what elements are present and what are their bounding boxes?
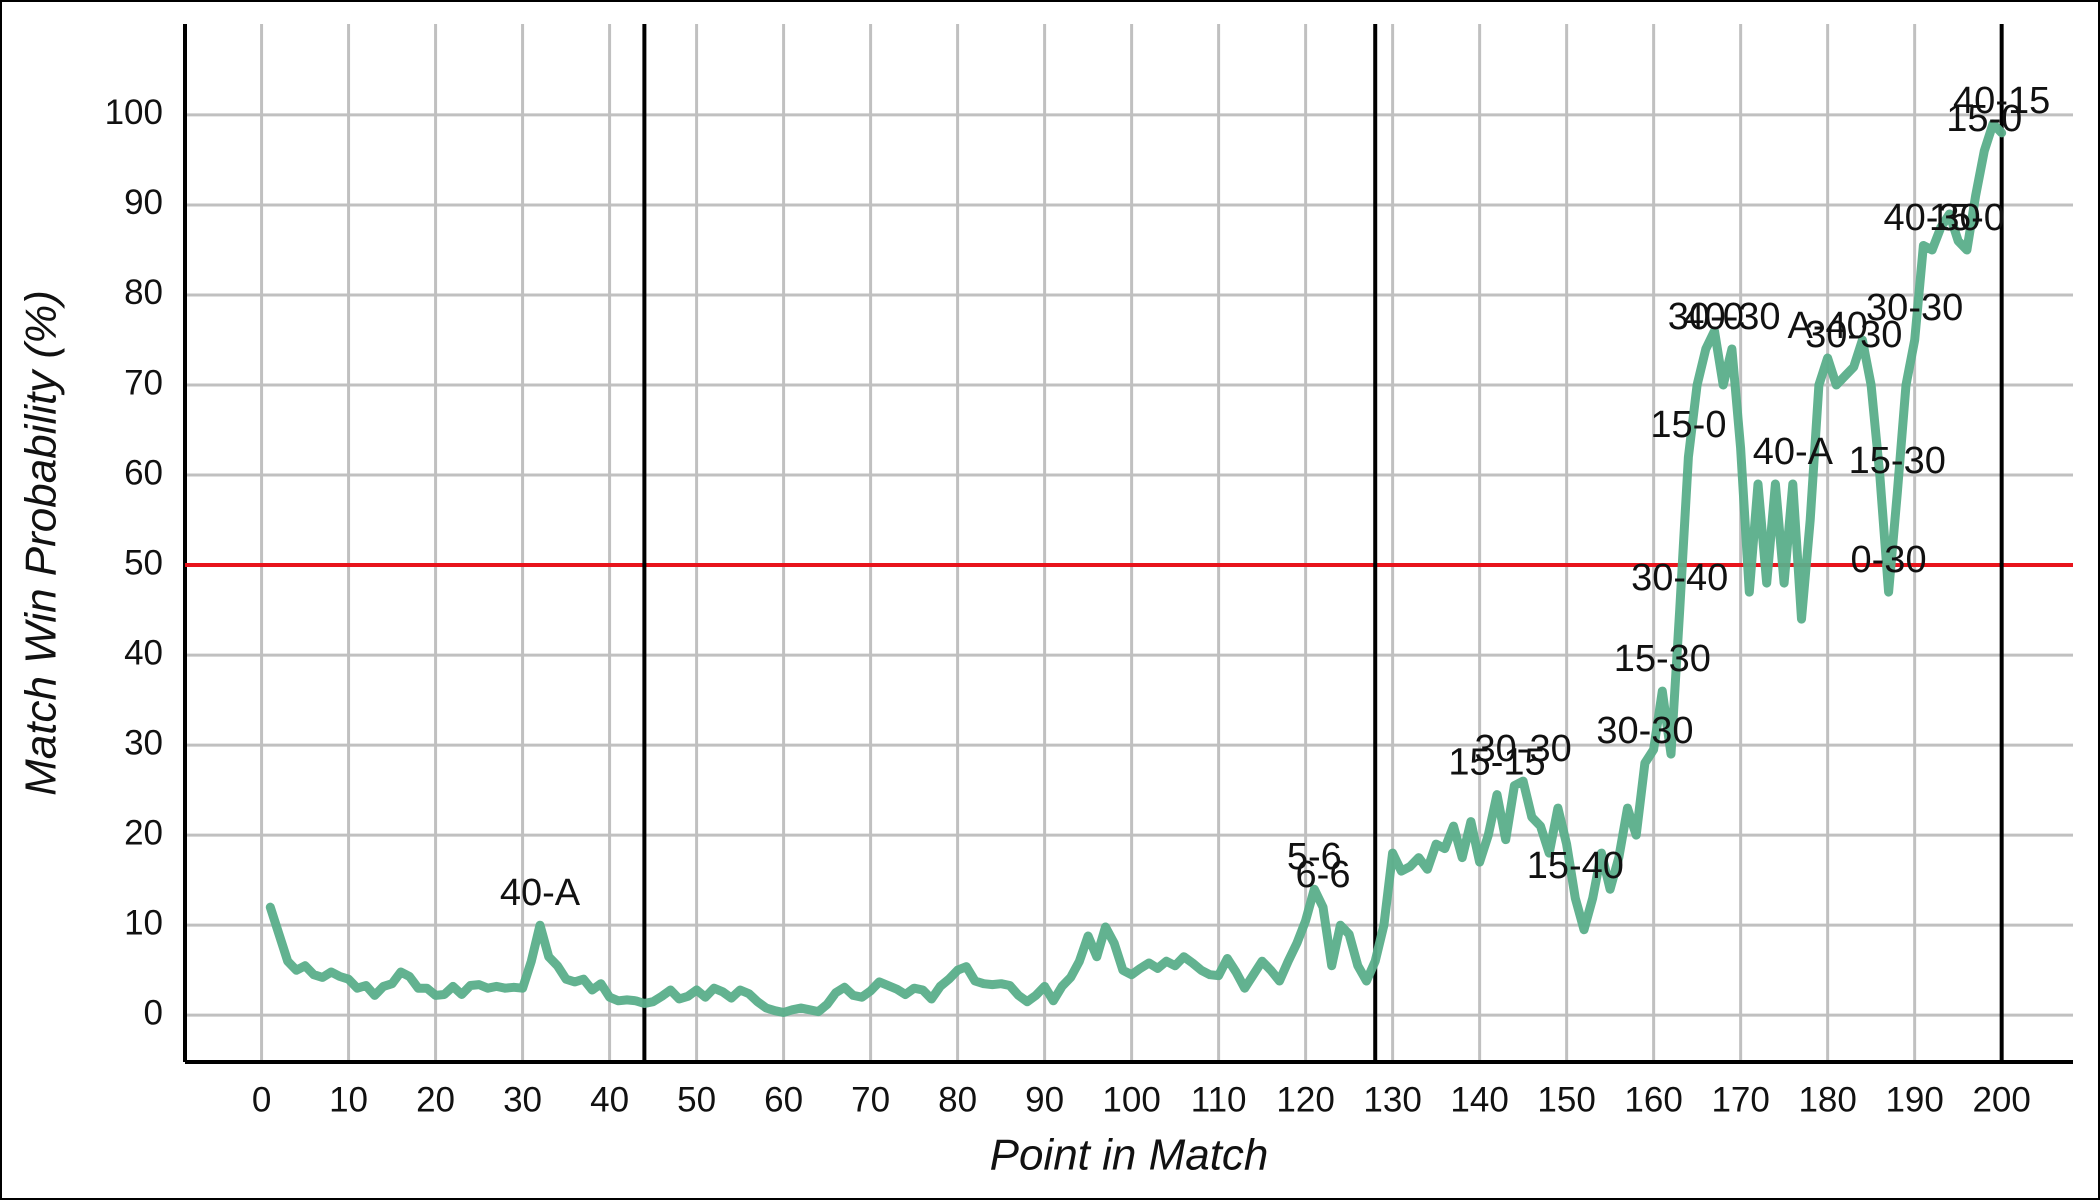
score-annotation: 30-0 [1668, 296, 1744, 338]
score-annotation: 15-30 [1849, 440, 1946, 482]
x-tick-label: 140 [1450, 1080, 1508, 1119]
marks: 40-A5-66-615-1530-3015-4030-3015-3030-40… [185, 24, 2073, 1062]
y-tick-label: 40 [124, 633, 163, 672]
y-tick-label: 80 [124, 273, 163, 312]
y-tick-label: 10 [124, 903, 163, 942]
score-annotation: 30-30 [1805, 314, 1902, 356]
score-annotation: 15-0 [1929, 197, 2005, 239]
y-tick-label: 90 [124, 183, 163, 222]
x-tick-label: 20 [416, 1080, 455, 1119]
x-tick-label: 200 [1972, 1080, 2030, 1119]
x-tick-label: 70 [851, 1080, 890, 1119]
score-annotation: 30-30 [1866, 287, 1963, 329]
x-tick-label: 170 [1711, 1080, 1769, 1119]
grid: 0 10 20 30 40 50 60 70 80 90 100 110 120 130 140 150 160… [105, 24, 2073, 1119]
y-axis-title: Match Win Probability (%) [17, 290, 66, 796]
x-tick-label: 130 [1363, 1080, 1421, 1119]
score-annotation: 15-15 [1448, 742, 1545, 784]
score-annotation: 40-30 [1883, 197, 1980, 239]
x-tick-label: 30 [503, 1080, 542, 1119]
score-annotation: 5-6 [1287, 836, 1342, 878]
y-tick-label: 50 [124, 543, 163, 582]
score-annotation: 6-6 [1296, 854, 1351, 896]
x-tick-label: 60 [764, 1080, 803, 1119]
score-annotation: 30-30 [1596, 710, 1693, 752]
y-tick-label: 0 [144, 993, 163, 1032]
score-annotation: 40-15 [1953, 80, 2050, 122]
score-annotation: 0-30 [1851, 539, 1927, 581]
y-tick-label: 60 [124, 453, 163, 492]
x-tick-label: 110 [1191, 1080, 1247, 1119]
x-tick-label: 190 [1885, 1080, 1943, 1119]
score-annotation: 40-A [1753, 431, 1834, 473]
x-tick-label: 80 [938, 1080, 977, 1119]
x-tick-label: 100 [1102, 1080, 1160, 1119]
score-annotation: A-40 [1788, 305, 1868, 347]
x-tick-label: 120 [1276, 1080, 1334, 1119]
score-annotation: 15-0 [1650, 404, 1726, 446]
series-line [265, 119, 2007, 1017]
y-tick-label: 30 [124, 723, 163, 762]
x-tick-label: 160 [1624, 1080, 1682, 1119]
score-annotation: 40-A [500, 872, 581, 914]
x-tick-label: 10 [329, 1080, 368, 1119]
y-tick-label: 20 [124, 813, 163, 852]
x-tick-label: 50 [677, 1080, 716, 1119]
x-tick-label: 40 [590, 1080, 629, 1119]
x-axis-title: Point in Match [990, 1131, 1269, 1180]
score-annotation: 40-30 [1683, 296, 1780, 338]
score-annotation: 15-40 [1527, 845, 1624, 887]
score-annotation: 30-30 [1475, 728, 1572, 770]
y-tick-label: 70 [124, 363, 163, 402]
x-tick-label: 0 [252, 1080, 271, 1119]
score-annotation: 30-40 [1631, 557, 1728, 599]
x-tick-label: 180 [1798, 1080, 1856, 1119]
score-annotation: 15-0 [1946, 98, 2022, 140]
score-annotation: 15-30 [1614, 638, 1711, 680]
x-tick-label: 150 [1537, 1080, 1595, 1119]
x-tick-label: 90 [1025, 1080, 1064, 1119]
y-tick-label: 100 [105, 93, 163, 132]
